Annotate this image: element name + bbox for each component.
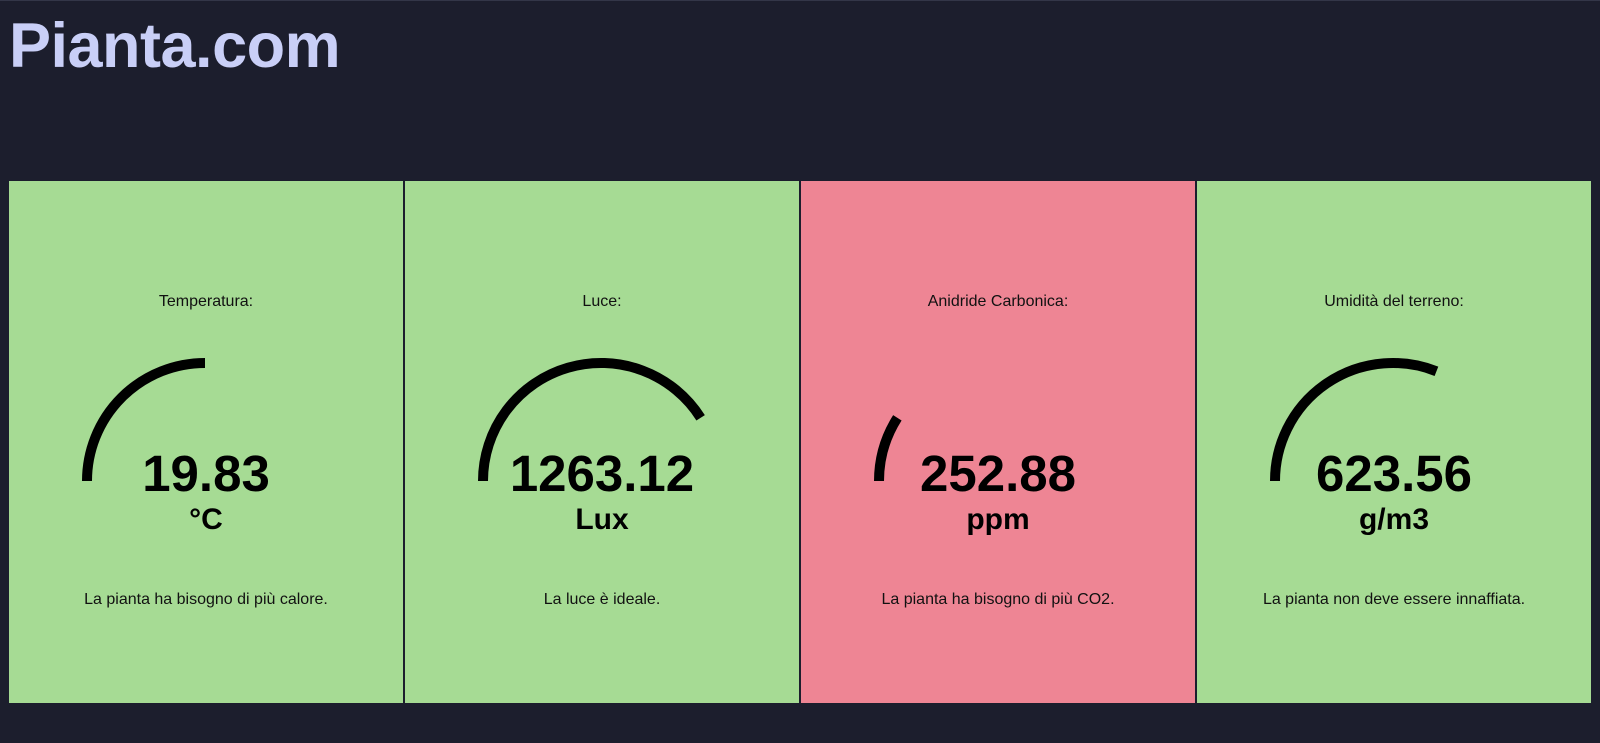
card-unit: g/m3 [1358, 503, 1430, 536]
card-value: 1263.12 [509, 445, 695, 502]
card-message: La pianta non deve essere innaffiata. [1262, 591, 1526, 608]
co2-gauge [874, 415, 902, 482]
card-temperature: Temperatura: 19.83 °C La pianta ha bisog… [9, 181, 404, 703]
card-message: La pianta ha bisogno di più calore. [84, 591, 328, 608]
card-label: Temperatura: [158, 293, 254, 310]
card-light: Luce: 1263.12 Lux La luce è ideale. [404, 181, 800, 703]
card-unit: ppm [966, 503, 1030, 536]
card-value: 252.88 [920, 445, 1076, 502]
card-unit: Lux [575, 503, 629, 536]
card-label: Umidità del terreno: [1324, 293, 1464, 310]
card-label: Luce: [582, 293, 622, 310]
card-message: La luce è ideale. [543, 591, 661, 608]
card-soil-humidity: Umidità del terreno: 623.56 g/m3 La pian… [1196, 181, 1591, 703]
card-message: La pianta ha bisogno di più CO2. [881, 591, 1115, 608]
card-value: 623.56 [1316, 445, 1472, 502]
soil-humidity-gauge [1270, 358, 1439, 482]
temperature-gauge-arc [82, 358, 206, 482]
card-unit: °C [189, 503, 223, 536]
card-label: Anidride Carbonica: [927, 293, 1069, 310]
sensor-cards: Temperatura: 19.83 °C La pianta ha bisog… [9, 181, 1591, 703]
light-gauge-arc [478, 358, 705, 482]
temperature-gauge [82, 358, 206, 482]
card-value: 19.83 [142, 445, 270, 502]
co2-gauge-arc [874, 415, 902, 482]
soil-humidity-gauge-arc [1270, 358, 1439, 482]
site-logo[interactable]: Pianta.com [9, 11, 341, 81]
light-gauge [478, 358, 705, 482]
card-co2: Anidride Carbonica: 252.88 ppm La pianta… [800, 181, 1196, 703]
